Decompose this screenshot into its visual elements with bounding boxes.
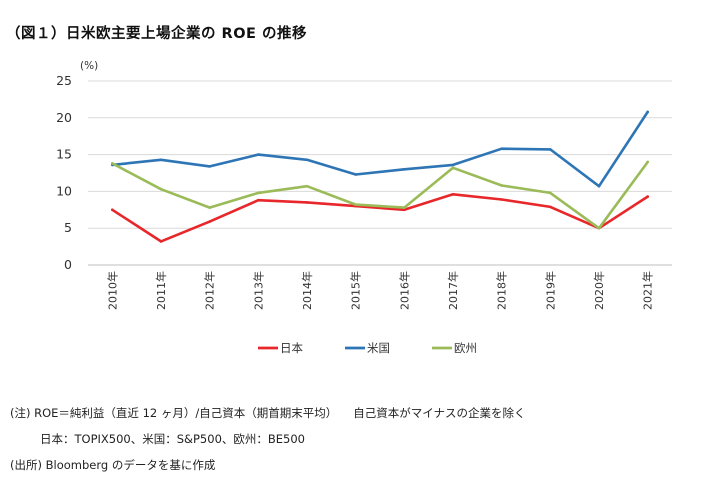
data-point (403, 206, 406, 209)
y-tick-label: 0 (64, 257, 72, 272)
data-point (403, 208, 406, 212)
note-exclusion: 自己資本がマイナスの企業を除く (353, 406, 526, 420)
y-axis-label: (%) (80, 60, 98, 72)
series-line-日本 (111, 193, 650, 243)
y-tick-label: 25 (56, 73, 72, 88)
data-point (646, 160, 649, 164)
data-point (159, 240, 163, 243)
data-point (549, 205, 552, 209)
data-point (159, 187, 163, 191)
data-point (403, 168, 406, 171)
line-chart: 0 5 10 15 20 25 (%) 2010年 2011年 2012年 2013年 2014年… (56, 60, 672, 355)
data-point (500, 198, 503, 201)
data-point (549, 148, 552, 151)
x-tick-label: 2021年 (641, 271, 655, 310)
legend-label: 欧州 (454, 341, 477, 355)
series-lines (111, 110, 650, 243)
x-tick-label: 2018年 (495, 271, 509, 310)
data-point (354, 173, 357, 176)
legend: 日本 米国 欧州 (258, 341, 477, 355)
legend-label: 米国 (367, 341, 390, 355)
y-axis-ticks: 0 5 10 15 20 25 (56, 73, 72, 272)
data-point (500, 184, 503, 187)
data-point (597, 226, 601, 230)
footnotes: (注) ROE＝純利益（直近 12 ヶ月）/自己資本（期首期末平均） 自己資本がマ… (10, 400, 526, 478)
y-tick-label: 15 (56, 147, 72, 162)
data-point (208, 165, 211, 168)
gridlines (88, 80, 672, 266)
data-point (257, 191, 260, 195)
y-tick-label: 5 (64, 220, 72, 235)
data-point (549, 191, 552, 195)
y-tick-label: 20 (56, 110, 72, 125)
note-indices: 日本：TOPIX500、米国：S&P500、欧州：BE500 (40, 432, 305, 446)
series-line-米国 (111, 110, 650, 188)
data-point (646, 110, 649, 114)
data-point (111, 162, 114, 165)
data-point (305, 201, 309, 204)
data-point (208, 220, 211, 223)
x-tick-label: 2016年 (397, 271, 411, 310)
data-point (597, 184, 601, 188)
x-tick-label: 2013年 (251, 271, 265, 310)
note-source: (出所) Bloomberg のデータを基に作成 (10, 458, 216, 472)
series-line-欧州 (111, 160, 650, 230)
data-point (451, 166, 455, 170)
x-axis-ticks: 2010年 2011年 2012年 2013年 2014年 2015年 2016年 2017年… (105, 271, 654, 310)
data-point (208, 206, 211, 209)
x-tick-label: 2011年 (154, 271, 168, 310)
data-point (257, 153, 260, 156)
x-tick-label: 2017年 (446, 271, 460, 310)
y-tick-label: 10 (56, 183, 72, 198)
x-tick-label: 2020年 (592, 271, 606, 310)
note-roe-definition: (注) ROE＝純利益（直近 12 ヶ月）/自己資本（期首期末平均） (10, 406, 338, 420)
data-point (305, 184, 309, 188)
x-tick-label: 2019年 (543, 271, 557, 310)
data-point (451, 163, 455, 167)
data-point (646, 195, 649, 198)
x-tick-label: 2015年 (349, 271, 363, 310)
data-point (354, 203, 357, 206)
legend-label: 日本 (280, 341, 303, 355)
data-point (111, 208, 114, 212)
chart-title: （図１）日米欧主要上場企業の ROE の推移 (6, 26, 307, 42)
data-point (257, 198, 260, 202)
data-point (159, 158, 163, 162)
data-point (451, 193, 455, 196)
x-tick-label: 2012年 (203, 271, 217, 310)
x-tick-label: 2010年 (105, 271, 119, 310)
x-tick-label: 2014年 (300, 271, 314, 310)
note-definition: (注) ROE＝純利益（直近 12 ヶ月）/自己資本（期首期末平均） 自己資本がマ… (10, 400, 526, 426)
data-point (500, 147, 503, 151)
data-point (305, 158, 309, 162)
